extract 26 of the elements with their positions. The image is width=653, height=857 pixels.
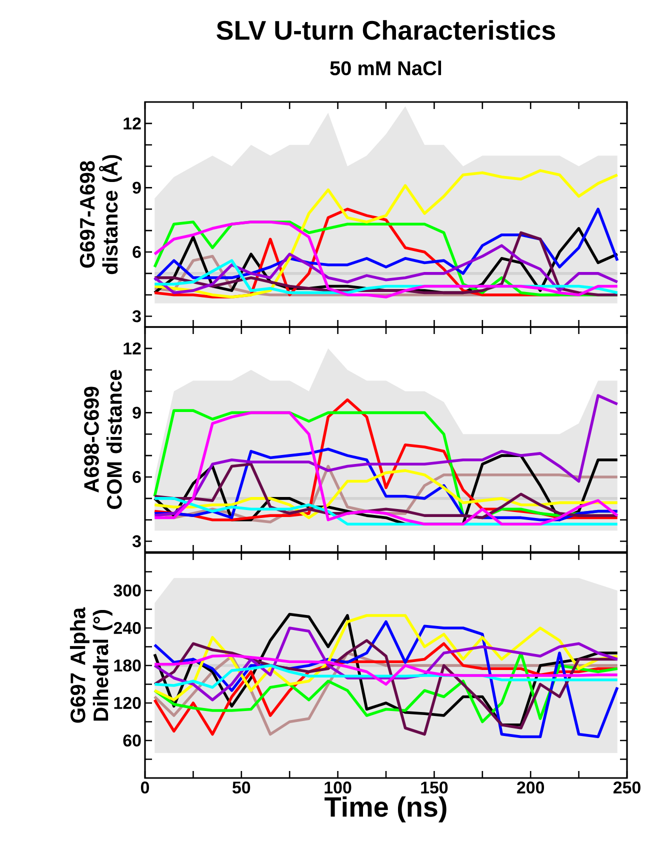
y-tick-label: 300 <box>114 584 141 597</box>
x-tick-label: 0 <box>140 782 150 794</box>
x-axis-title: Time (ns) <box>324 796 446 822</box>
y-axis-title: G697 Alpha Dihedral (°) <box>70 607 112 723</box>
y-tick-label: 60 <box>123 734 141 746</box>
chart-subtitle: 50 mM NaCl <box>330 60 442 76</box>
y-tick-label: 12 <box>124 342 141 354</box>
y-tick-label: 12 <box>124 118 141 130</box>
y-tick-label: 180 <box>114 660 141 672</box>
y-tick-label: 240 <box>114 622 141 634</box>
y-tick-label: 3 <box>132 310 141 322</box>
y-tick-label: 120 <box>114 697 141 709</box>
x-tick-label: 150 <box>421 782 448 794</box>
y-axis-title: A698-C699 COM distance <box>84 370 122 509</box>
y-tick-label: 6 <box>132 246 141 258</box>
y-tick-label: 6 <box>132 470 141 483</box>
x-tick-label: 250 <box>613 782 640 794</box>
x-tick-label: 50 <box>232 782 250 794</box>
y-tick-label: 9 <box>132 406 141 419</box>
chart-title: SLV U-turn Characteristics <box>216 20 556 40</box>
y-tick-label: 9 <box>132 182 141 194</box>
line-series <box>153 244 619 294</box>
y-axis-title: G697-A698 distance (Å) <box>80 155 122 274</box>
x-tick-label: 200 <box>517 782 544 794</box>
x-tick-label: 100 <box>324 782 352 794</box>
y-tick-label: 3 <box>132 535 141 548</box>
